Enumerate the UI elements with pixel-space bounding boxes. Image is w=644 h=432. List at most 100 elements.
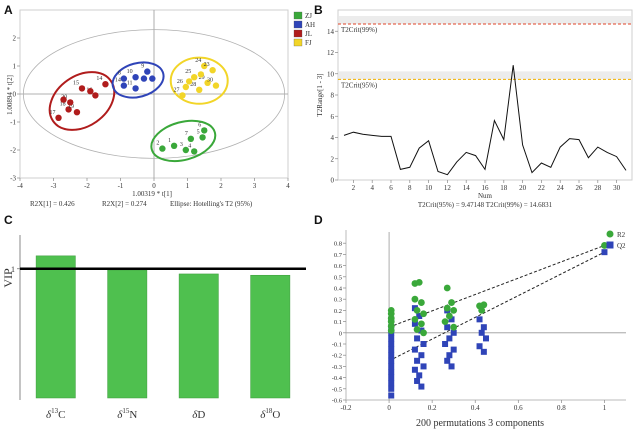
panel-a-x-tick-label: -1 — [118, 182, 124, 190]
panel-c-category-base: δ — [260, 409, 266, 421]
panel-a-x-tick-label: 1 — [186, 182, 190, 190]
panel-b-x-tick-label: 24 — [557, 184, 565, 192]
panel-a-x-label: 1.00319 * t[1] — [132, 190, 172, 198]
panel-d-x-tick-label: 0.2 — [428, 404, 437, 412]
panel-b-y-tick-label: 2 — [331, 155, 335, 163]
panel-a-y-tick-label: 2 — [13, 35, 17, 43]
panel-a-group-ellipse-jl — [48, 71, 116, 131]
panel-a-x-tick-label: -3 — [51, 182, 57, 190]
panel-b-x-tick-label: 26 — [576, 184, 584, 192]
panel-d-permutation-plot: -0.2 0 0.2 0.4 0.6 0.8 1 -0.6 -0.5 -0.4 -0.3 -0.2 -0… — [332, 230, 626, 429]
panel-a-hotelling-ellipse — [22, 29, 286, 159]
panel-b-x-label: Num — [478, 192, 493, 200]
panel-a-point-zj — [182, 146, 190, 154]
panel-a-point-label: 24 — [195, 58, 201, 64]
panel-c-category-label: δD — [192, 409, 205, 421]
panel-a-y-tick-label: -1 — [10, 119, 16, 127]
panel-a-point-label: 5 — [197, 129, 200, 135]
panel-b-threshold-label: T2Crit(95%) — [341, 81, 378, 89]
panel-d-r2-point — [450, 323, 458, 331]
panel-d-r2-point — [480, 301, 488, 309]
panel-a-point-jl — [55, 114, 62, 122]
panel-a-x-tick-label: 4 — [286, 182, 290, 190]
panel-b-x-tick-label: 16 — [482, 184, 490, 192]
panel-b-band-99 — [339, 15, 631, 24]
panel-d-x-tick-label: 0.6 — [514, 404, 523, 412]
panel-d-r2-point — [443, 284, 451, 292]
panel-d-x-tick-label: 0.8 — [557, 404, 566, 412]
panel-a-x-tick-label: -4 — [17, 182, 23, 190]
panel-b-hotelling-plot: T2Crit(99%)T2Crit(95%)2 4 6 8 10 12 14 16 18 20 22… — [316, 9, 633, 209]
panel-b-y-tick-label: 14 — [327, 28, 335, 36]
panel-a-point-fj — [179, 92, 186, 99]
panel-letter-d: D — [314, 213, 323, 227]
panel-d-r2-point — [420, 310, 427, 318]
panel-a-point-fj — [197, 71, 205, 78]
panel-a-point-fj — [185, 78, 193, 85]
panel-d-q2-point — [420, 341, 427, 347]
panel-d-y-tick-label: -0.5 — [332, 386, 342, 393]
panel-d-y-tick-label: 0.8 — [334, 241, 342, 248]
panel-a-point-ah — [140, 75, 148, 82]
panel-a-point-jl — [87, 88, 94, 95]
panel-d-q2-point — [442, 341, 449, 347]
panel-d-q2-point — [476, 343, 483, 350]
panel-d-q2-point — [411, 366, 418, 373]
panel-c-category-base: δ — [117, 409, 123, 421]
panel-a-point-fj — [209, 67, 216, 74]
panel-a-point-fj — [182, 83, 190, 91]
panel-b-x-tick-label: 20 — [519, 184, 527, 192]
panel-a-footer-r2x1: R2X[1] = 0.426 — [30, 200, 75, 208]
panel-d-r2-point — [443, 304, 451, 312]
panel-d-q2-point — [480, 324, 487, 331]
panel-letter-c: C — [4, 213, 13, 227]
panel-c-category-label: δ13C — [46, 407, 65, 421]
panel-d-r2-point — [445, 312, 453, 320]
panel-d-y-tick-label: -0.2 — [332, 353, 342, 360]
panel-c-category-base: δ — [192, 409, 198, 421]
panel-b-y-tick-label: 10 — [327, 70, 335, 78]
panel-a-point-label: 4 — [188, 143, 191, 149]
panel-d-q2-point — [450, 329, 457, 336]
panel-d-q2-point — [444, 324, 451, 331]
panel-d-r2-point — [415, 279, 423, 286]
panel-a-legend-swatch — [293, 20, 303, 29]
panel-a-legend-label: FJ — [305, 39, 312, 47]
panel-d-x-tick-label: 1 — [603, 404, 607, 412]
panel-a-legend-label: JL — [305, 30, 312, 38]
panel-d-q2-point — [476, 316, 483, 323]
panel-d-y-tick-label: 0.3 — [334, 297, 342, 304]
panel-c-category-sup: 13 — [51, 407, 59, 415]
panel-a-point-zj — [199, 134, 206, 141]
panel-a-point-jl — [102, 81, 109, 88]
panel-b-x-tick-label: 12 — [444, 184, 452, 192]
panel-d-q2-point — [388, 346, 395, 353]
panel-a-point-label: 29 — [199, 75, 205, 81]
panel-a-point-jl — [78, 85, 86, 92]
panel-c-y-tick-label: 1 — [11, 265, 15, 274]
panel-b-x-tick-label: 18 — [500, 184, 508, 192]
panel-a-point-zj — [191, 148, 198, 155]
panel-a-point-jl — [73, 109, 81, 116]
panel-a-point-fj — [204, 79, 211, 87]
panel-a-group-ellipse-zj — [150, 119, 217, 163]
panel-d-x-label: 200 permutations 3 components — [416, 418, 544, 429]
panel-d-q2-point — [444, 357, 451, 364]
panel-a-point-label: 11 — [127, 80, 133, 86]
panel-a-y-tick-label: 0 — [13, 91, 17, 99]
panel-a-point-zj — [159, 145, 166, 152]
panel-a-point-ah — [120, 82, 128, 89]
panel-d-y-tick-label: 0.4 — [334, 286, 343, 293]
panel-d-q2-point — [448, 363, 455, 370]
panel-c-category-base: δ — [46, 409, 52, 421]
panel-a-point-zj — [187, 135, 195, 142]
panel-d-q2-point — [388, 380, 395, 387]
panel-c-category-sup: 15 — [122, 407, 130, 415]
panel-a-point-jl — [65, 106, 72, 113]
panel-d-r2-point — [450, 307, 458, 314]
panel-a-point-jl — [92, 92, 99, 99]
panel-d-r2-point — [411, 295, 419, 303]
